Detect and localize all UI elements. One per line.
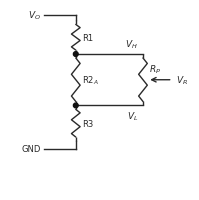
Text: $R_P$: $R_P$ (148, 63, 161, 76)
Text: $V_H$: $V_H$ (125, 38, 138, 51)
Text: R2$_A$: R2$_A$ (82, 74, 99, 87)
Text: R1: R1 (82, 34, 93, 43)
Text: $V_L$: $V_L$ (127, 110, 138, 122)
Text: GND: GND (22, 145, 41, 154)
Circle shape (73, 104, 78, 108)
Text: R3: R3 (82, 119, 93, 128)
Circle shape (73, 52, 78, 57)
Text: $V_R$: $V_R$ (176, 74, 188, 87)
Text: $V_O$: $V_O$ (28, 9, 41, 22)
